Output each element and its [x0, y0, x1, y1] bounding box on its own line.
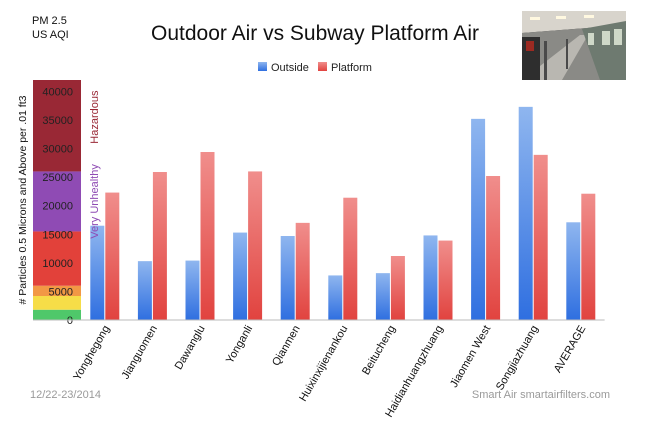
legend-label-outside: Outside	[271, 62, 309, 74]
bar-outside-yonganli	[233, 232, 248, 320]
bar-outside-average	[566, 222, 581, 320]
bar-outside-jianguomen	[137, 261, 152, 320]
footer-date: 12/22-23/2014	[30, 389, 101, 401]
x-tick-label: Huixinxijienankou	[297, 324, 350, 404]
bar-platform-average	[581, 193, 596, 320]
y-tick-label: 10000	[42, 258, 73, 270]
aqi-label-0: Very Unhealthy	[89, 164, 101, 239]
x-tick-label: Jiaomen West	[448, 324, 493, 390]
bar-outside-beitucheng	[375, 273, 390, 320]
x-tick-label: Songjiazhuang	[494, 324, 541, 393]
y-tick-label: 0	[67, 315, 73, 327]
bar-outside-huixinxijienankou	[328, 275, 343, 320]
bar-platform-yonghegong	[105, 192, 120, 320]
bar-platform-jianguomen	[152, 172, 167, 320]
bar-platform-dawanglu	[200, 152, 215, 320]
corner-label-line-1: PM 2.5	[32, 15, 67, 27]
aqi-band-1	[33, 296, 81, 310]
aqi-band-2	[33, 285, 81, 296]
bar-platform-jiaomen-west	[486, 176, 501, 320]
chart-title: Outdoor Air vs Subway Platform Air	[151, 22, 479, 45]
aqi-label-1: Hazardous	[89, 90, 101, 144]
aqi-band-3	[33, 231, 81, 286]
x-tick-label: Yonghegong	[71, 324, 112, 383]
legend-label-platform: Platform	[331, 62, 372, 74]
bar-platform-beitucheng	[390, 256, 405, 320]
corner-label-line-2: US AQI	[32, 29, 69, 41]
bar-platform-songjiazhuang	[533, 154, 548, 320]
bar-outside-haidianhuangzhuang	[423, 235, 438, 320]
aqi-band-5	[33, 80, 81, 172]
y-tick-label: 20000	[42, 201, 73, 213]
y-tick-label: 40000	[42, 86, 73, 98]
x-tick-label: Dawanglu	[173, 324, 208, 372]
bar-outside-jiaomen-west	[471, 118, 486, 320]
legend-swatch-platform	[318, 62, 327, 71]
legend-swatch-outside	[258, 62, 267, 71]
footer-credit: Smart Air smartairfilters.com	[472, 389, 610, 401]
bar-platform-huixinxijienankou	[343, 197, 358, 320]
bar-outside-yonghegong	[90, 225, 105, 320]
y-tick-label: 30000	[42, 144, 73, 156]
bar-platform-haidianhuangzhuang	[438, 240, 453, 320]
x-tick-label: Jianguomen	[120, 324, 160, 382]
bar-outside-qianmen	[280, 236, 295, 320]
y-tick-label: 25000	[42, 172, 73, 184]
y-tick-label: 15000	[42, 229, 73, 241]
x-tick-label: Yonganli	[224, 324, 255, 366]
y-tick-label: 5000	[49, 286, 73, 298]
y-axis-title: # Particles 0.5 Microns and Above per .0…	[17, 95, 29, 304]
x-tick-label: Qianmen	[270, 324, 303, 369]
bar-platform-yonganli	[248, 171, 263, 320]
y-tick-label: 35000	[42, 115, 73, 127]
x-tick-label: Beitucheng	[360, 324, 398, 378]
bar-outside-dawanglu	[185, 260, 200, 320]
subway-platform-photo	[522, 11, 626, 80]
x-tick-label: AVERAGE	[552, 324, 589, 375]
bar-platform-qianmen	[295, 222, 310, 320]
aqi-band-0	[33, 309, 81, 320]
bar-outside-songjiazhuang	[518, 106, 533, 320]
aqi-band-4	[33, 171, 81, 232]
